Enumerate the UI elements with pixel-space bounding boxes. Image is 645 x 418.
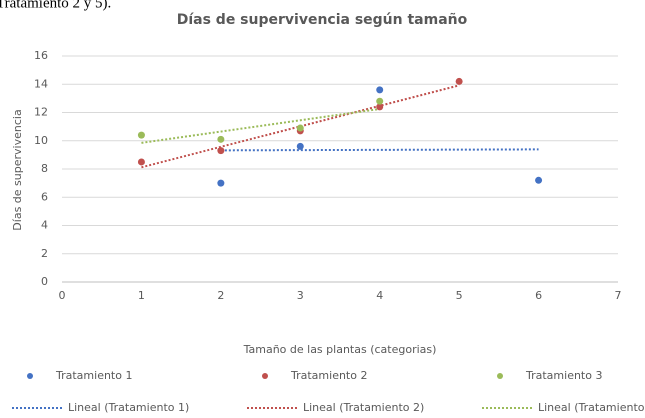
- y-tick-label: 2: [41, 247, 48, 260]
- legend-label: Tratamiento 2: [290, 369, 367, 382]
- y-tick-label: 0: [41, 275, 48, 288]
- legend-label: Tratamiento 1: [55, 369, 132, 382]
- y-tick-label: 6: [41, 190, 48, 203]
- trendline: [141, 107, 380, 144]
- trendline: [220, 148, 539, 152]
- x-tick-label: 5: [456, 289, 463, 302]
- legend-marker: [27, 373, 33, 379]
- legend-label: Lineal (Tratamiento 3): [538, 401, 645, 414]
- y-tick-label: 14: [34, 77, 48, 90]
- x-tick-label: 6: [535, 289, 542, 302]
- y-tick-label: 8: [41, 162, 48, 175]
- x-tick-label: 0: [59, 289, 66, 302]
- annotation: Tratamiento 2 y 5).: [0, 0, 111, 11]
- point: [296, 124, 304, 132]
- legend-marker: [262, 373, 268, 379]
- x-tick-label: 4: [376, 289, 383, 302]
- point: [217, 135, 225, 143]
- x-tick-label: 2: [217, 289, 224, 302]
- point: [535, 176, 543, 184]
- point: [376, 103, 384, 111]
- point: [217, 147, 225, 155]
- legend-label: Tratamiento 3: [525, 369, 602, 382]
- x-tick-label: 7: [615, 289, 622, 302]
- x-tick-label: 1: [138, 289, 145, 302]
- point: [376, 97, 384, 105]
- x-tick-label: 3: [297, 289, 304, 302]
- legend-label: Lineal (Tratamiento 2): [303, 401, 424, 414]
- y-axis-label: Días de supervivencia: [11, 109, 24, 230]
- point: [217, 179, 225, 187]
- y-tick-label: 16: [34, 49, 48, 62]
- legend-marker: [497, 373, 503, 379]
- y-tick-label: 12: [34, 106, 48, 119]
- legend-label: Lineal (Tratamiento 1): [68, 401, 189, 414]
- point: [455, 77, 463, 85]
- y-tick-label: 10: [34, 134, 48, 147]
- point: [137, 158, 145, 166]
- point: [376, 86, 384, 94]
- chart-title: Días de supervivencia según tamaño: [177, 12, 468, 28]
- x-axis-label: Tamaño de las plantas (categorias): [243, 343, 437, 356]
- point: [137, 131, 145, 139]
- y-tick-label: 4: [41, 219, 48, 232]
- point: [296, 142, 304, 150]
